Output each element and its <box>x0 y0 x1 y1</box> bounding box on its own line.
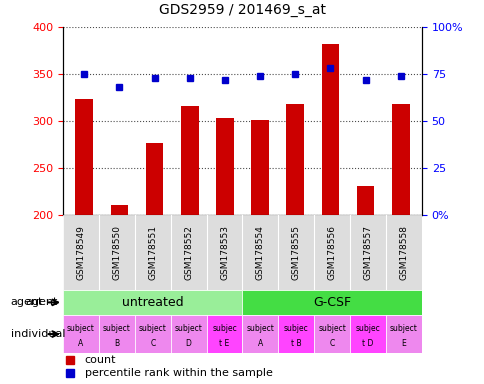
Bar <box>391 104 409 384</box>
FancyBboxPatch shape <box>63 215 99 290</box>
Text: untreated: untreated <box>121 296 183 309</box>
FancyBboxPatch shape <box>314 315 349 353</box>
FancyBboxPatch shape <box>170 215 206 290</box>
Text: GSM178552: GSM178552 <box>184 225 193 280</box>
Text: subject: subject <box>138 324 166 333</box>
Text: B: B <box>114 339 119 348</box>
FancyBboxPatch shape <box>349 315 385 353</box>
Text: t D: t D <box>362 339 373 348</box>
Text: subject: subject <box>67 324 95 333</box>
FancyBboxPatch shape <box>385 215 421 290</box>
FancyBboxPatch shape <box>135 315 170 353</box>
Text: percentile rank within the sample: percentile rank within the sample <box>84 368 272 379</box>
Text: agent: agent <box>11 297 43 308</box>
Text: subject: subject <box>389 324 417 333</box>
FancyBboxPatch shape <box>99 215 135 290</box>
Text: GSM178555: GSM178555 <box>291 225 300 280</box>
FancyBboxPatch shape <box>63 290 242 315</box>
Text: GSM178551: GSM178551 <box>148 225 157 280</box>
Text: agent: agent <box>26 297 58 308</box>
FancyBboxPatch shape <box>385 315 421 353</box>
Text: count: count <box>84 355 116 365</box>
Text: t B: t B <box>290 339 301 348</box>
Text: GSM178549: GSM178549 <box>76 225 85 280</box>
FancyBboxPatch shape <box>314 215 349 290</box>
Text: subject: subject <box>246 324 274 333</box>
Text: subject: subject <box>103 324 131 333</box>
FancyBboxPatch shape <box>206 315 242 353</box>
Bar <box>216 118 233 384</box>
FancyBboxPatch shape <box>349 215 385 290</box>
Bar <box>356 186 374 384</box>
Bar <box>181 106 198 384</box>
Text: t E: t E <box>219 339 229 348</box>
FancyBboxPatch shape <box>242 315 278 353</box>
Text: GSM178556: GSM178556 <box>327 225 336 280</box>
Text: C: C <box>329 339 334 348</box>
Text: subjec: subjec <box>212 324 237 333</box>
FancyBboxPatch shape <box>278 215 314 290</box>
Text: G-CSF: G-CSF <box>313 296 350 309</box>
Text: GSM178553: GSM178553 <box>220 225 228 280</box>
Text: subjec: subjec <box>283 324 308 333</box>
FancyBboxPatch shape <box>206 215 242 290</box>
Text: E: E <box>401 339 406 348</box>
Bar <box>251 120 268 384</box>
Text: GSM178550: GSM178550 <box>112 225 121 280</box>
FancyBboxPatch shape <box>63 315 99 353</box>
Text: GSM178554: GSM178554 <box>256 225 264 280</box>
Text: subject: subject <box>318 324 346 333</box>
FancyBboxPatch shape <box>242 290 421 315</box>
Text: A: A <box>257 339 262 348</box>
Bar <box>286 104 303 384</box>
Text: GSM178557: GSM178557 <box>363 225 372 280</box>
Bar <box>75 99 93 384</box>
Text: GSM178558: GSM178558 <box>399 225 408 280</box>
Text: C: C <box>150 339 155 348</box>
FancyBboxPatch shape <box>242 215 278 290</box>
FancyBboxPatch shape <box>170 315 206 353</box>
FancyBboxPatch shape <box>99 315 135 353</box>
Text: A: A <box>78 339 83 348</box>
Text: GDS2959 / 201469_s_at: GDS2959 / 201469_s_at <box>159 3 325 17</box>
Text: individual: individual <box>11 329 65 339</box>
Text: D: D <box>185 339 191 348</box>
FancyBboxPatch shape <box>135 215 170 290</box>
Text: subjec: subjec <box>355 324 380 333</box>
Bar <box>145 142 163 384</box>
Bar <box>321 44 339 384</box>
FancyBboxPatch shape <box>278 315 314 353</box>
Bar <box>110 205 128 384</box>
Text: subject: subject <box>174 324 202 333</box>
